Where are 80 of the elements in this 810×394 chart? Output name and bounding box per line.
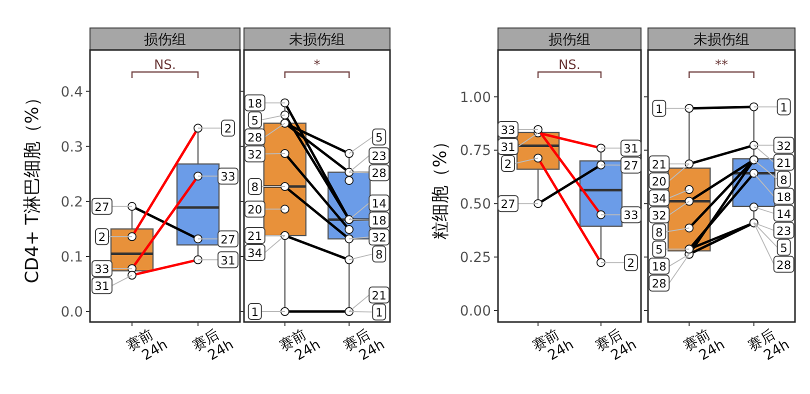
- x-tick-label: 赛后 24h: [592, 326, 640, 364]
- y-tick-label: 0.25: [460, 250, 491, 266]
- annotation: 34: [652, 191, 666, 206]
- x-tick-label: 赛前 24h: [681, 326, 728, 364]
- annotation: 31: [220, 253, 236, 268]
- annotation: 5: [780, 240, 788, 255]
- annotation: 27: [624, 158, 638, 173]
- annotation: 5: [375, 130, 383, 144]
- annotation: NS.: [154, 58, 176, 73]
- x-tick-label: 赛前 24h: [124, 326, 170, 364]
- annotation: 32: [652, 208, 666, 222]
- chart-title: 未损伤组: [694, 32, 750, 48]
- y-tick-label: 0.50: [460, 196, 491, 213]
- y-tick-label: 0.0: [60, 304, 83, 321]
- annotation: 14: [776, 206, 792, 221]
- x-tick-label: 赛前 24h: [530, 326, 577, 364]
- chart-title: 损伤组: [144, 32, 186, 48]
- annotation: 27: [220, 232, 236, 246]
- annotation: 5: [251, 113, 259, 128]
- annotation: 1: [655, 102, 663, 116]
- annotation: 8: [251, 180, 259, 194]
- y-tick-label: 0.00: [460, 303, 491, 320]
- y-tick-label: 0.4: [60, 84, 84, 100]
- annotation: 23: [372, 149, 386, 164]
- annotation: 31: [500, 140, 516, 154]
- annotation: 33: [94, 262, 110, 276]
- annotation: 18: [652, 260, 666, 274]
- y-tick-label: 1.00: [460, 90, 491, 106]
- annotation: 8: [375, 248, 383, 262]
- y-axis-title: CD4+ T淋巴细胞（%）: [22, 88, 43, 284]
- annotation: 28: [776, 258, 792, 272]
- y-axis-title: 粒细胞（%）: [430, 132, 451, 240]
- annotation: 28: [652, 276, 666, 291]
- annotation: 18: [248, 96, 262, 110]
- x-tick-label: 赛后 24h: [190, 326, 236, 364]
- annotation: 21: [652, 157, 666, 172]
- annotation: 20: [248, 202, 262, 217]
- x-tick-label: 赛后 24h: [340, 326, 388, 364]
- annotation: 1: [780, 100, 788, 114]
- annotation: 28: [248, 130, 262, 144]
- annotation: 5: [655, 242, 663, 257]
- annotation: 2: [504, 156, 512, 171]
- annotation: 1: [375, 306, 383, 320]
- x-tick-label: 赛后 24h: [746, 326, 792, 364]
- x-tick-label: 赛前 24h: [276, 326, 324, 364]
- annotation: 18: [776, 190, 792, 204]
- annotation: 20: [652, 174, 666, 188]
- y-tick-label: 0.75: [460, 143, 491, 160]
- annotation: 18: [372, 214, 386, 228]
- annotation: *: [314, 58, 321, 73]
- annotation: 21: [372, 288, 386, 302]
- annotation: 8: [780, 172, 788, 187]
- annotation: 28: [372, 166, 386, 180]
- annotation: 33: [220, 170, 236, 184]
- chart-title: 未损伤组: [289, 32, 345, 48]
- annotation: 31: [624, 142, 638, 156]
- y-tick-label: 0.2: [60, 194, 83, 210]
- annotation: 14: [372, 196, 386, 211]
- annotation: 8: [655, 225, 663, 240]
- annotation: 21: [248, 229, 262, 244]
- annotation: 2: [224, 122, 232, 136]
- annotation: 33: [624, 208, 638, 222]
- y-tick-label: 0.3: [60, 139, 83, 156]
- chart-title: 损伤组: [548, 32, 590, 48]
- annotation: 32: [776, 138, 792, 153]
- annotation: 27: [500, 197, 516, 212]
- annotation: **: [715, 58, 728, 73]
- annotation: 23: [776, 224, 792, 238]
- annotation: 1: [251, 305, 259, 320]
- annotation: 2: [627, 256, 635, 270]
- annotation: 32: [372, 230, 386, 245]
- annotation: 2: [98, 230, 106, 244]
- annotation: 34: [248, 246, 262, 260]
- annotation: 32: [248, 147, 262, 162]
- annotation: 27: [94, 200, 110, 214]
- annotation: 21: [776, 156, 792, 170]
- annotation: NS.: [558, 58, 581, 73]
- y-tick-label: 0.1: [60, 249, 83, 266]
- annotation: 31: [94, 279, 110, 294]
- annotation: 33: [500, 122, 516, 137]
